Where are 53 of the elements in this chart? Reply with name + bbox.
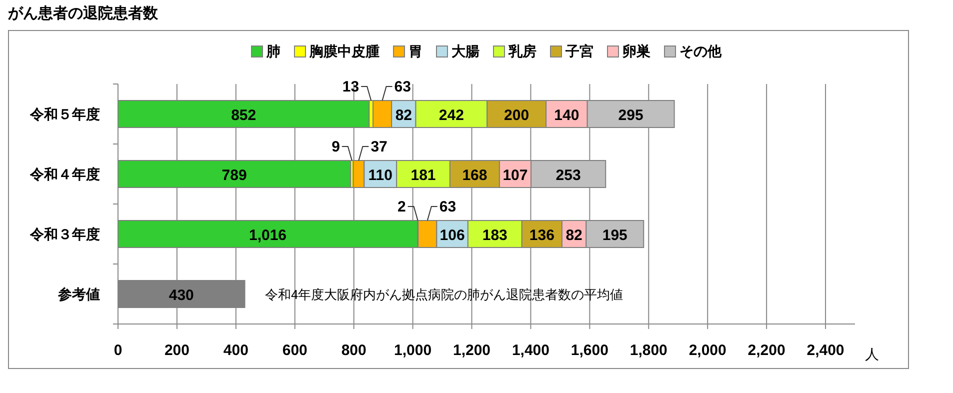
legend-label: 胸膜中皮腫 — [308, 43, 380, 59]
data-label: 136 — [529, 227, 554, 244]
legend-label: 子宮 — [564, 43, 594, 59]
y-tick-label: 令和４年度 — [29, 166, 100, 182]
legend-label: 肺 — [266, 43, 280, 59]
data-label: 106 — [440, 227, 465, 244]
annotation: 令和4年度大阪府内がん拠点病院の肺がん退院患者数の平均値 — [265, 287, 624, 302]
data-label: 852 — [231, 107, 256, 124]
x-tick-label: 400 — [223, 342, 248, 359]
data-label: 430 — [168, 287, 194, 304]
x-tick-label: 2,400 — [806, 342, 844, 359]
data-label: 63 — [394, 78, 411, 96]
data-label: 242 — [438, 107, 464, 124]
data-label: 1,016 — [248, 227, 287, 244]
data-label: 195 — [602, 227, 628, 244]
data-label: 2 — [397, 198, 406, 216]
x-tick-label: 200 — [164, 342, 190, 359]
x-axis-title: 人 — [865, 346, 879, 362]
legend-label: その他 — [680, 43, 722, 59]
x-tick-label: 1,400 — [512, 342, 550, 359]
x-tick-label: 1,600 — [570, 342, 608, 359]
data-label: 253 — [556, 167, 581, 184]
x-tick-label: 2,200 — [748, 342, 786, 359]
data-label: 63 — [439, 198, 456, 216]
data-label: 789 — [222, 167, 247, 184]
data-label: 140 — [554, 107, 580, 124]
chart-title: がん患者の退院患者数 — [7, 5, 159, 22]
data-label: 13 — [342, 78, 360, 96]
legend-label: 卵巣 — [622, 43, 650, 59]
data-label: 37 — [370, 138, 388, 156]
y-tick-label: 令和５年度 — [29, 106, 100, 122]
data-label: 107 — [502, 167, 528, 184]
x-tick-label: 1,800 — [630, 342, 668, 359]
data-label: 181 — [410, 167, 436, 184]
x-tick-label: 600 — [282, 342, 308, 359]
x-tick-label: 2,000 — [688, 342, 726, 359]
x-tick-label: 1,000 — [394, 342, 432, 359]
data-label: 82 — [566, 227, 582, 244]
data-label: 183 — [482, 227, 508, 244]
data-label: 82 — [395, 107, 412, 124]
data-label: 168 — [462, 167, 488, 184]
data-label: 110 — [368, 167, 392, 184]
x-tick-label: 800 — [341, 342, 366, 359]
y-tick-label: 令和３年度 — [29, 226, 100, 242]
x-tick-label: 0 — [114, 342, 122, 359]
data-label: 200 — [504, 107, 530, 124]
data-label: 295 — [618, 107, 644, 124]
legend-label: 胃 — [408, 43, 422, 59]
data-label: 9 — [332, 138, 340, 156]
legend-label: 乳房 — [508, 43, 536, 59]
legend-label: 大腸 — [452, 43, 480, 59]
y-tick-label: 参考値 — [57, 286, 100, 302]
x-tick-label: 1,200 — [452, 342, 491, 359]
